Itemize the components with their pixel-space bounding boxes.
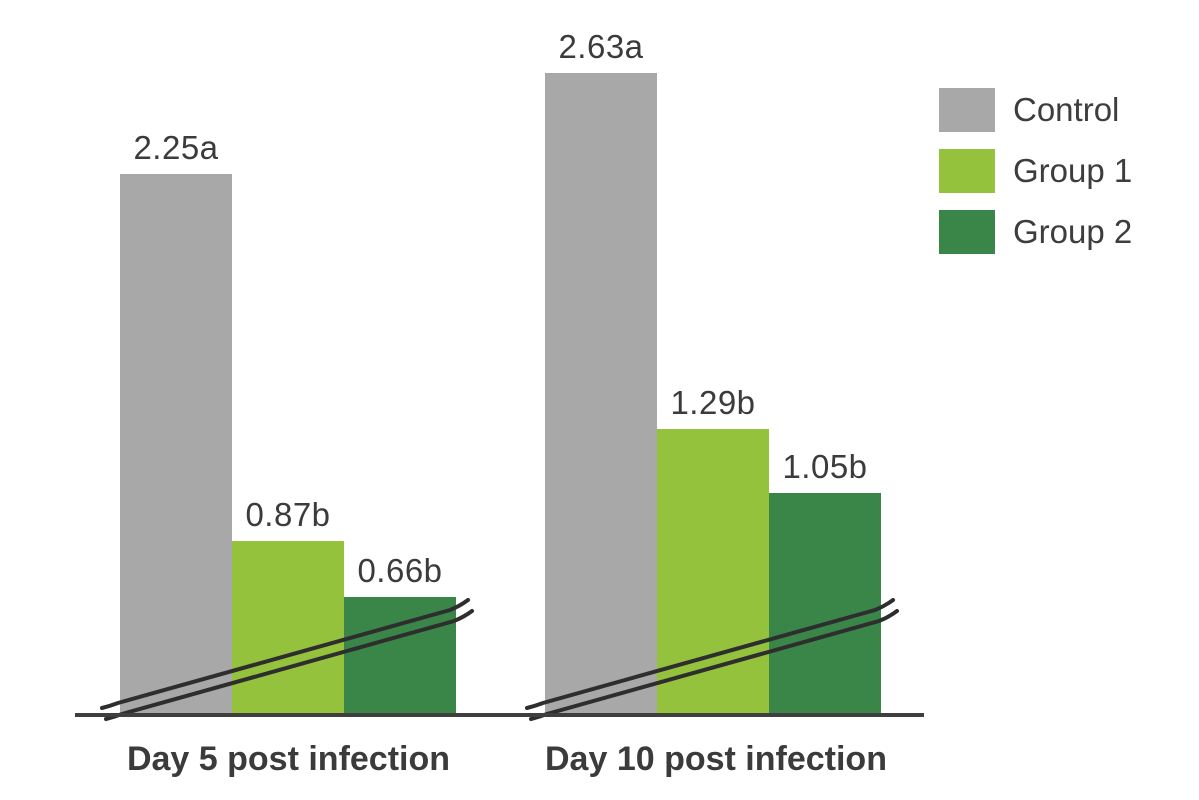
bar-value-label-group2-day10: 1.05b (782, 448, 868, 485)
legend-label-group2: Group 2 (1013, 213, 1133, 250)
legend-label-control: Control (1013, 91, 1120, 128)
bar-value-label-control-day5: 2.25a (133, 129, 219, 166)
legend-item-group2: Group 2 (939, 210, 1132, 254)
legend-item-group1: Group 1 (939, 149, 1132, 193)
category-label-day10: Day 10 post infection (545, 740, 887, 778)
legend-label-group1: Group 1 (1013, 152, 1133, 189)
bar-value-label-group1-day10: 1.29b (670, 384, 756, 421)
legend-swatch-group1 (939, 149, 995, 193)
x-axis-line (75, 713, 924, 717)
bar-group1-day10: 1.29b (657, 384, 769, 715)
bar-value-label-control-day10: 2.63a (558, 28, 644, 65)
category-label-day5: Day 5 post infection (126, 740, 451, 778)
bar-control-day5: 2.25a (120, 129, 232, 715)
legend-swatch-control (939, 88, 995, 132)
bar-group1-day5: 0.87b (232, 496, 344, 715)
bar-group2-day10: 1.05b (769, 448, 881, 715)
bar-control-day10: 2.63a (545, 28, 657, 715)
bar-group2-day5: 0.66b (344, 552, 456, 715)
bar-value-label-group2-day5: 0.66b (357, 552, 443, 589)
bar-value-label-group1-day5: 0.87b (245, 496, 331, 533)
legend-item-control: Control (939, 88, 1132, 132)
legend: Control Group 1 Group 2 (939, 88, 1132, 271)
legend-swatch-group2 (939, 210, 995, 254)
